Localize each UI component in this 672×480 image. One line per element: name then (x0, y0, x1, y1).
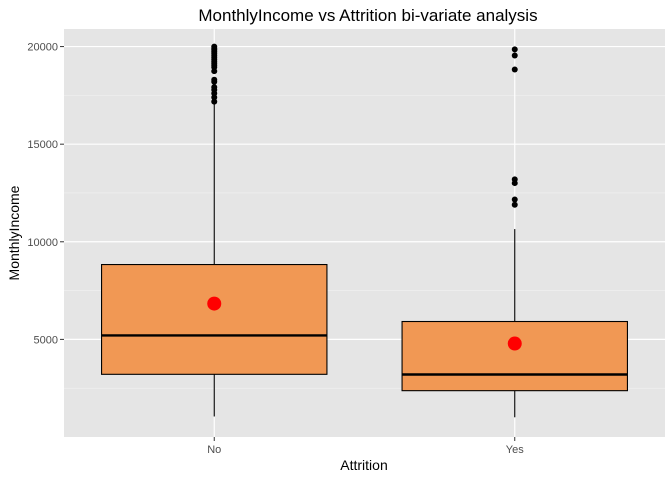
outlier-point (211, 76, 218, 83)
outlier-point (211, 68, 218, 75)
chart-title: MonthlyIncome vs Attrition bi-variate an… (198, 6, 537, 25)
box-iqr (401, 320, 628, 392)
mean-marker (207, 296, 222, 311)
outlier-point (511, 66, 518, 73)
boxes (101, 43, 628, 418)
outlier-point (511, 201, 518, 208)
y-axis-title: MonthlyIncome (6, 185, 22, 280)
x-tick-label: No (207, 444, 221, 456)
x-tick-label: Yes (506, 444, 524, 456)
outlier-point (211, 98, 218, 105)
y-tick-label: 15000 (27, 139, 58, 151)
y-tick-label: 10000 (27, 237, 58, 249)
x-axis-ticks: No Yes (207, 437, 524, 456)
outlier-point (211, 84, 218, 91)
outlier-point (511, 46, 518, 53)
box-iqr (101, 263, 328, 375)
y-axis-ticks: 5000 10000 15000 20000 (27, 42, 64, 346)
box-no (101, 43, 328, 417)
outlier-point (511, 176, 518, 183)
box-yes (401, 46, 628, 418)
outlier-point (511, 196, 518, 203)
outlier-point (511, 52, 518, 59)
x-axis-title: Attrition (340, 457, 387, 473)
y-tick-label: 5000 (34, 334, 58, 346)
mean-marker (507, 336, 522, 351)
y-tick-label: 20000 (27, 42, 58, 54)
outlier-point (211, 43, 218, 50)
